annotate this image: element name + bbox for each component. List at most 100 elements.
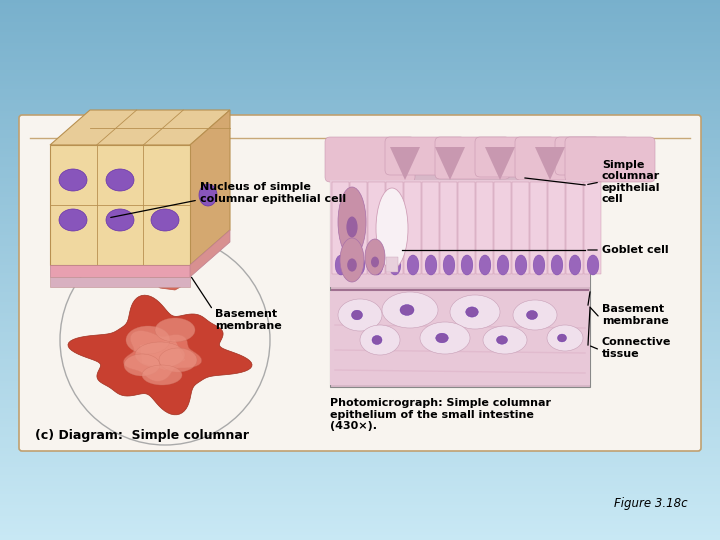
Bar xyxy=(0,367,720,370)
Bar xyxy=(0,49,720,51)
Bar xyxy=(0,176,720,178)
Ellipse shape xyxy=(515,255,527,275)
Bar xyxy=(512,182,529,274)
Bar xyxy=(0,421,720,424)
Bar xyxy=(0,159,720,162)
Bar xyxy=(0,227,720,229)
Bar xyxy=(0,130,720,132)
Bar xyxy=(0,375,720,378)
Bar xyxy=(0,502,720,505)
Ellipse shape xyxy=(351,310,362,320)
Ellipse shape xyxy=(340,238,364,282)
Bar xyxy=(0,14,720,16)
Ellipse shape xyxy=(155,318,195,342)
Bar xyxy=(386,182,403,274)
Bar xyxy=(0,178,720,181)
Ellipse shape xyxy=(106,209,134,231)
Bar xyxy=(0,148,720,151)
Bar xyxy=(0,270,720,273)
Bar xyxy=(386,257,398,272)
Ellipse shape xyxy=(346,217,358,238)
Bar xyxy=(0,516,720,518)
Bar xyxy=(0,510,720,513)
Text: Goblet cell: Goblet cell xyxy=(602,245,669,255)
Bar xyxy=(0,486,720,489)
Polygon shape xyxy=(535,147,565,180)
Bar xyxy=(0,59,720,62)
Bar xyxy=(0,429,720,432)
Bar xyxy=(0,489,720,491)
Bar xyxy=(50,265,190,277)
Bar xyxy=(0,413,720,416)
Bar xyxy=(0,308,720,310)
Bar xyxy=(0,189,720,192)
Bar xyxy=(0,205,720,208)
Bar xyxy=(0,200,720,202)
Ellipse shape xyxy=(360,325,400,355)
Ellipse shape xyxy=(199,184,217,206)
Bar xyxy=(0,246,720,248)
Ellipse shape xyxy=(353,255,365,275)
Bar xyxy=(0,116,720,119)
Bar xyxy=(0,524,720,526)
Bar xyxy=(0,526,720,529)
Ellipse shape xyxy=(372,335,382,345)
Bar xyxy=(0,491,720,494)
Bar xyxy=(0,224,720,227)
Bar xyxy=(0,186,720,189)
Text: Photomicrograph: Simple columnar
epithelium of the small intestine
(430×).: Photomicrograph: Simple columnar epithel… xyxy=(330,398,551,431)
Bar xyxy=(494,182,511,274)
Bar xyxy=(0,97,720,100)
Ellipse shape xyxy=(400,305,414,315)
Bar xyxy=(50,145,190,265)
FancyBboxPatch shape xyxy=(565,137,655,182)
Bar xyxy=(0,181,720,184)
Bar xyxy=(0,265,720,267)
Ellipse shape xyxy=(151,209,179,231)
Bar xyxy=(0,335,720,338)
Bar xyxy=(0,132,720,135)
Bar xyxy=(0,192,720,194)
Bar xyxy=(0,135,720,138)
Bar xyxy=(0,316,720,319)
Ellipse shape xyxy=(587,255,599,275)
Bar xyxy=(0,302,720,305)
Bar xyxy=(0,165,720,167)
Bar xyxy=(0,68,720,70)
Bar xyxy=(0,267,720,270)
Text: Basement
membrane: Basement membrane xyxy=(215,309,282,331)
Bar xyxy=(0,478,720,481)
Bar xyxy=(0,383,720,386)
Bar xyxy=(0,248,720,251)
Bar xyxy=(0,3,720,5)
Bar xyxy=(0,305,720,308)
Bar xyxy=(0,292,720,294)
Bar xyxy=(0,286,720,289)
Bar xyxy=(0,481,720,483)
Bar xyxy=(0,40,720,43)
Bar xyxy=(476,182,493,274)
Bar xyxy=(0,351,720,354)
Text: Connective
tissue: Connective tissue xyxy=(602,337,671,359)
Bar xyxy=(0,157,720,159)
Bar xyxy=(0,167,720,170)
Bar xyxy=(0,462,720,464)
Ellipse shape xyxy=(526,310,538,320)
Bar xyxy=(0,184,720,186)
Bar xyxy=(0,400,720,402)
Bar xyxy=(0,173,720,176)
FancyBboxPatch shape xyxy=(325,137,415,182)
Bar xyxy=(330,291,590,385)
Bar xyxy=(0,475,720,478)
Bar xyxy=(0,537,720,540)
Bar xyxy=(0,27,720,30)
Polygon shape xyxy=(140,340,185,370)
Bar xyxy=(0,111,720,113)
Bar xyxy=(0,35,720,38)
Bar xyxy=(0,251,720,254)
Bar xyxy=(0,381,720,383)
FancyBboxPatch shape xyxy=(515,137,600,180)
Ellipse shape xyxy=(371,256,379,267)
Bar xyxy=(0,332,720,335)
Bar xyxy=(0,32,720,35)
